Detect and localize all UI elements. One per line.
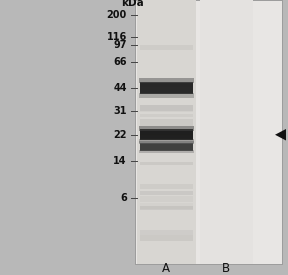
Text: 200: 200 bbox=[107, 10, 127, 20]
Bar bbox=[140, 134, 193, 138]
Text: 6: 6 bbox=[120, 193, 127, 203]
Bar bbox=[200, 0, 253, 264]
Bar bbox=[140, 84, 193, 87]
Bar bbox=[140, 82, 193, 94]
Text: 14: 14 bbox=[113, 156, 127, 166]
Bar bbox=[139, 150, 194, 153]
Bar bbox=[140, 203, 193, 208]
Bar bbox=[140, 140, 193, 144]
Bar bbox=[140, 45, 193, 50]
Bar bbox=[140, 105, 193, 112]
Bar bbox=[137, 0, 196, 264]
Text: kDa: kDa bbox=[121, 0, 144, 8]
Text: B: B bbox=[222, 262, 230, 275]
Bar bbox=[140, 184, 193, 189]
Text: 22: 22 bbox=[113, 130, 127, 140]
Bar bbox=[140, 119, 193, 126]
Bar bbox=[140, 129, 193, 136]
Text: A: A bbox=[162, 262, 170, 275]
Bar bbox=[135, 0, 282, 264]
Polygon shape bbox=[275, 129, 286, 141]
Bar bbox=[140, 114, 193, 117]
Text: 97: 97 bbox=[113, 40, 127, 50]
Bar bbox=[139, 139, 194, 143]
Bar bbox=[140, 143, 193, 151]
Bar bbox=[140, 105, 193, 111]
Text: 44: 44 bbox=[113, 83, 127, 93]
Text: 31: 31 bbox=[113, 106, 127, 116]
Bar bbox=[140, 235, 193, 241]
Bar bbox=[140, 130, 193, 136]
Bar bbox=[140, 162, 193, 165]
Bar bbox=[140, 130, 193, 140]
Text: 66: 66 bbox=[113, 57, 127, 67]
Bar bbox=[139, 93, 194, 98]
Bar bbox=[139, 78, 194, 84]
Bar bbox=[140, 196, 193, 202]
Text: 116: 116 bbox=[107, 32, 127, 42]
Bar bbox=[140, 191, 193, 195]
Bar bbox=[139, 126, 194, 131]
Bar bbox=[140, 230, 193, 235]
Bar bbox=[140, 206, 193, 210]
Bar bbox=[139, 141, 194, 144]
